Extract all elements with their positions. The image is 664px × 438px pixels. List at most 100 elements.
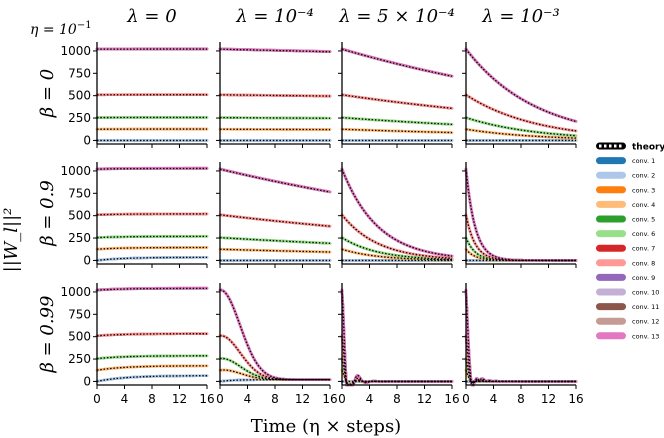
- series-conv-8-r1-c2: [218, 93, 332, 98]
- legend-label-11: conv. 11: [632, 303, 659, 311]
- y-tick-label: 1000: [60, 44, 91, 58]
- legend-swatch-3: [596, 186, 626, 194]
- theory-line-5-r2-c2: [219, 168, 331, 193]
- legend-item-7: conv. 7: [596, 244, 655, 253]
- panel-r3-c2: 0 4 8 12 16: [216, 283, 338, 406]
- series-conv-11-r3-c2: [218, 288, 332, 381]
- series-conv-6-r1-c3: [340, 116, 454, 126]
- legend-swatch-10: [596, 288, 626, 296]
- series-conv-13-r2-c4: [464, 167, 578, 262]
- series-conv-8-r2-c4: [464, 213, 578, 262]
- series-conv-2-r3-c1: [95, 374, 209, 383]
- series-conv-6-r3-c1: [95, 354, 209, 360]
- legend-item-1: conv. 1: [596, 157, 655, 165]
- legend-item-11: conv. 11: [596, 303, 659, 311]
- legend-item-9: conv. 9: [596, 273, 655, 282]
- y-tick-label: 0: [83, 374, 91, 388]
- legend-label-theory: theory: [632, 143, 664, 153]
- theory-line-4-r3-c3: [341, 335, 452, 386]
- legend-label-9: conv. 9: [632, 274, 655, 282]
- legend-swatch-12: [596, 317, 626, 325]
- panel-r2-c4: [462, 162, 578, 268]
- x-tick-label: 4: [490, 392, 498, 406]
- theory-line-3-r2-c3: [341, 237, 453, 260]
- series-conv-2-r2-c1: [95, 255, 209, 262]
- series-conv-6-r2-c4: [464, 236, 578, 262]
- y-tick-label: 0: [83, 253, 91, 267]
- theory-line-5-r1-c4: [465, 48, 577, 123]
- eta-annotation: η = 10−1: [30, 20, 92, 38]
- series-conv-13-r2-c1: [95, 166, 209, 171]
- row-title-3: β = 0.99: [37, 295, 58, 373]
- series-conv-11-r3-c3: [340, 288, 454, 387]
- series-conv-13-r3-c3: [340, 288, 454, 387]
- series-conv-12-r2-c3: [340, 167, 454, 258]
- series-conv-6-r2-c2: [218, 236, 332, 245]
- panel-r1-c4: λ = 10⁻³: [462, 6, 578, 148]
- theory-line-2-r3-c4: [465, 370, 576, 384]
- x-tick-label: 12: [172, 392, 187, 406]
- y-tick-label: 250: [68, 111, 91, 125]
- x-tick-label: 12: [295, 392, 310, 406]
- legend-label-13: conv. 13: [632, 332, 659, 340]
- x-tick-label: 12: [541, 392, 556, 406]
- x-tick-label: 16: [444, 392, 459, 406]
- y-tick-label: 750: [68, 186, 91, 200]
- x-tick-label: 4: [366, 392, 374, 406]
- x-tick-label: 0: [216, 392, 224, 406]
- series-conv-13-r2-c2: [218, 167, 332, 194]
- column-title-3: λ = 5 × 10⁻⁴: [338, 6, 455, 27]
- legend-swatch-9: [596, 273, 626, 281]
- series-conv-9-r3-c2: [218, 288, 332, 381]
- series-conv-8-r3-c1: [95, 332, 209, 337]
- panel-r2-c3: [338, 162, 454, 268]
- series-conv-4-r2-c2: [218, 247, 332, 254]
- series-conv-9-r2-c3: [340, 167, 454, 258]
- x-tick-label: 16: [568, 392, 583, 406]
- column-title-1: λ = 0: [126, 6, 176, 27]
- legend-label-7: conv. 7: [632, 245, 655, 253]
- y-tick-label: 250: [68, 231, 91, 245]
- series-conv-10-r3-c2: [218, 288, 332, 381]
- y-tick-label: 500: [68, 209, 91, 223]
- legend-swatch-8: [596, 259, 626, 267]
- y-tick-label: 0: [83, 133, 91, 147]
- legend-item-3: conv. 3: [596, 186, 655, 194]
- series-conv-13-r3-c2: [218, 288, 332, 381]
- column-title-4: λ = 10⁻³: [481, 6, 560, 27]
- legend-label-8: conv. 8: [632, 259, 655, 267]
- panel-r1-c3: λ = 5 × 10⁻⁴: [338, 6, 455, 148]
- theory-line-4-r1-c4: [465, 94, 577, 132]
- x-axis-label: Time (η × steps): [251, 416, 401, 437]
- series-conv-6-r1-c2: [218, 116, 332, 120]
- legend-item-8: conv. 8: [596, 259, 655, 267]
- theory-line-5-r3-c2: [219, 289, 330, 381]
- row-title-1: β = 0: [37, 69, 58, 118]
- legend-swatch-7: [596, 244, 626, 252]
- legend-swatch-11: [596, 303, 626, 311]
- legend-item-theory: theory: [596, 142, 664, 153]
- series-conv-13-r1-c2: [218, 47, 332, 53]
- series-conv-4-r2-c4: [464, 247, 578, 262]
- series-conv-8-r2-c2: [218, 213, 332, 228]
- x-tick-label: 0: [338, 392, 346, 406]
- series-conv-11-r3-c4: [464, 288, 578, 387]
- legend-item-5: conv. 5: [596, 215, 655, 224]
- series-conv-8-r2-c1: [95, 212, 209, 216]
- x-tick-label: 12: [417, 392, 432, 406]
- legend-swatch-4: [596, 200, 626, 208]
- legend-swatch-5: [596, 215, 626, 223]
- x-tick-label: 0: [462, 392, 470, 406]
- series-conv-13-r3-c4: [464, 288, 578, 387]
- panel-r3-c1: 0 250 500 750 1000 0 4 8 12 16 β = 0.99: [37, 283, 215, 406]
- series-conv-13-r3-c1: [95, 286, 209, 292]
- theory-line-5-r2-c3: [341, 168, 453, 257]
- series-conv-6-r2-c1: [95, 234, 209, 239]
- theory-line-5-r2-c4: [465, 169, 576, 262]
- series-conv-4-r1-c3: [340, 127, 454, 134]
- series-conv-12-r3-c3: [340, 288, 454, 387]
- panel-r1-c1: 0 250 500 750 1000 λ = 0 β = 0: [37, 6, 209, 148]
- series-conv-10-r3-c4: [464, 288, 578, 387]
- legend-label-6: conv. 6: [632, 230, 655, 238]
